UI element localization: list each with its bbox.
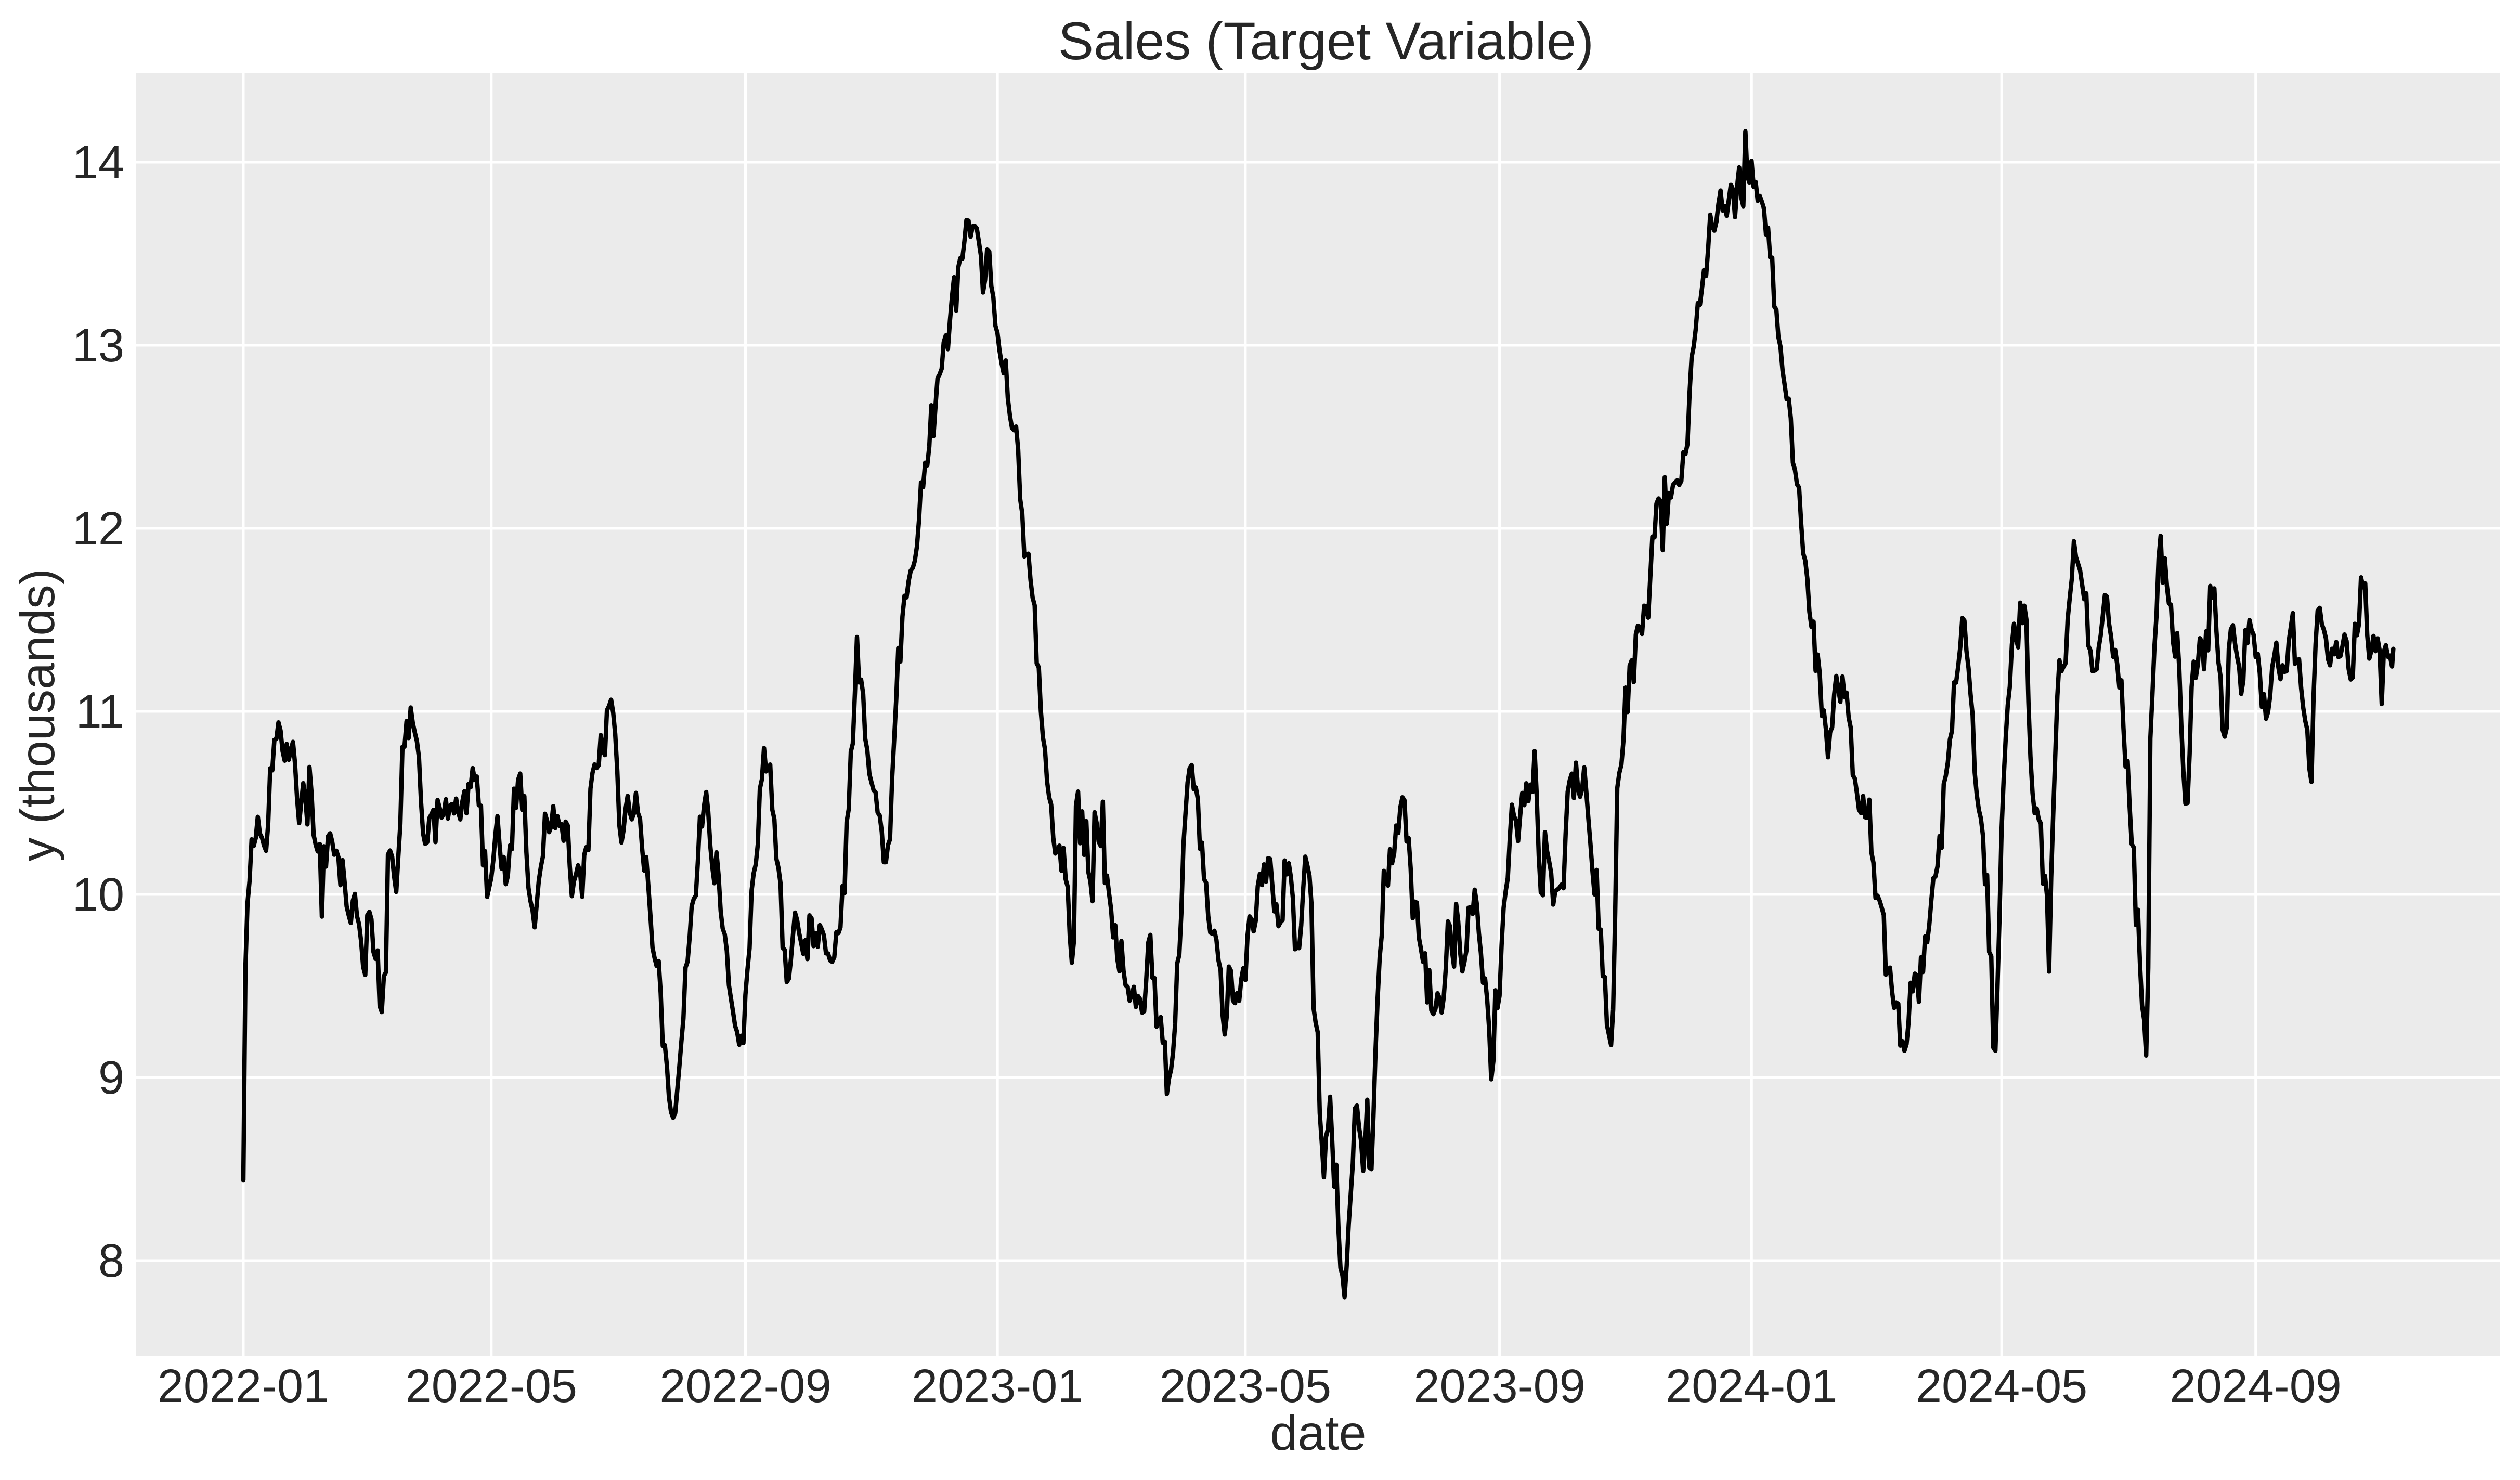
svg-text:11: 11 — [76, 686, 124, 738]
svg-text:2023-05: 2023-05 — [1160, 1360, 1331, 1412]
svg-text:2022-01: 2022-01 — [158, 1360, 329, 1412]
svg-text:2023-01: 2023-01 — [912, 1360, 1083, 1412]
svg-text:9: 9 — [98, 1052, 124, 1104]
svg-text:2024-09: 2024-09 — [2170, 1360, 2342, 1412]
svg-text:2023-09: 2023-09 — [1413, 1360, 1585, 1412]
svg-text:y (thousands): y (thousands) — [10, 568, 64, 861]
svg-text:Sales (Target Variable): Sales (Target Variable) — [1058, 11, 1594, 71]
svg-text:12: 12 — [72, 503, 124, 555]
svg-text:2024-05: 2024-05 — [1916, 1360, 2087, 1412]
svg-text:2022-05: 2022-05 — [406, 1360, 577, 1412]
svg-text:2024-01: 2024-01 — [1666, 1360, 1837, 1412]
svg-text:14: 14 — [72, 137, 124, 189]
svg-text:10: 10 — [72, 869, 124, 921]
svg-text:8: 8 — [98, 1235, 124, 1287]
svg-text:2022-09: 2022-09 — [659, 1360, 831, 1412]
svg-text:date: date — [1270, 1406, 1367, 1461]
svg-text:13: 13 — [72, 320, 124, 372]
